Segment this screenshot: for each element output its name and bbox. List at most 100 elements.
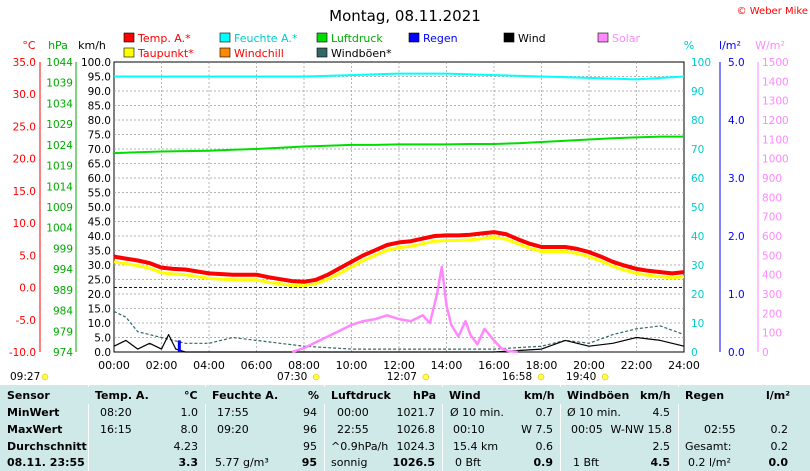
humidity-time: 09:20	[217, 423, 249, 436]
y-tick-label: 800	[762, 192, 782, 204]
y-tick-label: 40.0	[88, 231, 111, 243]
sun-icon	[41, 373, 49, 381]
y-tick-label: 4.0	[728, 115, 745, 127]
pressure-time: 22:55	[337, 423, 369, 436]
sun-icon	[422, 373, 430, 381]
axis-unit-label: °C	[22, 39, 36, 52]
pressure-time: 00:00	[337, 406, 369, 419]
y-tick-label: 1100	[762, 134, 789, 146]
temp-value: 1.0	[180, 406, 199, 419]
chart-grid	[113, 61, 685, 353]
y-tick-label: 200	[762, 308, 782, 320]
header-rain: Regen	[685, 389, 725, 402]
pressure-value: 1026.5	[392, 456, 435, 469]
gust-desc: 00:05	[571, 423, 603, 436]
gust-value: 4.5	[650, 456, 671, 469]
statistics-table: Sensor Temp. A. °C Feuchte A. % Luftdruc…	[0, 385, 810, 471]
sun-markers: 09:27 07:30 12:07 16:58 19:40	[10, 371, 609, 383]
y-tick-label: 3.0	[728, 173, 745, 185]
header-rain-unit: l/m²	[766, 389, 791, 402]
sun-icon	[312, 373, 320, 381]
header-humidity-unit: %	[308, 389, 320, 402]
y-tick-label: 1014	[46, 181, 73, 193]
y-tick-label: 994	[53, 264, 73, 276]
sun-time-label: 12:07	[387, 371, 417, 383]
x-tick-label: 04:00	[193, 359, 225, 372]
rain-value: 0.0	[768, 456, 789, 469]
y-tick-label: 20.0	[88, 289, 111, 301]
temp-value: 3.3	[178, 456, 199, 469]
wind-value: 0.6	[535, 440, 554, 453]
legend-swatch	[316, 47, 328, 58]
series-line-temp-a	[113, 230, 685, 284]
axis-unit-label: hPa	[48, 39, 68, 52]
series-line-taupunkt	[113, 235, 685, 288]
y-tick-label: 15.0	[13, 186, 36, 198]
rain-value: 0.2	[770, 440, 789, 453]
series-line-wind	[113, 334, 685, 353]
temp-value: 8.0	[180, 423, 199, 436]
x-tick-label: 14:00	[431, 359, 463, 372]
y-tick-label: 25.0	[13, 121, 36, 133]
y-tick-label: 999	[53, 243, 73, 255]
y-tick-label: 1200	[762, 115, 789, 127]
stats-row-current: 08.11. 23:55 3.3 5.77 g/m³ 95 sonnig 102…	[0, 454, 810, 471]
axis-unit-label: %	[684, 39, 694, 52]
header-wind: Wind	[449, 389, 481, 402]
legend-swatch	[408, 32, 420, 43]
weather-chart: Montag, 08.11.2021 © Weber Mike Temp. A.…	[9, 6, 808, 383]
series-line-luftdruck	[113, 135, 684, 155]
y-tick-label: 70.0	[88, 144, 111, 156]
temp-time: 08:20	[100, 406, 132, 419]
sun-time-label: 19:40	[566, 371, 596, 383]
series-lines	[113, 72, 685, 354]
legend-label: Wind	[518, 32, 546, 45]
legend-label: Windböen*	[331, 47, 392, 60]
y-tick-label: 35.0	[88, 246, 111, 258]
wind-bft: 0 Bft	[455, 456, 482, 469]
y-tick-label: 50.0	[88, 202, 111, 214]
humidity-value: 94	[303, 406, 317, 419]
y-tick-label: 0.0	[94, 347, 111, 359]
y-axes: 35.0 30.0 25.0 20.0 15.0 10.0 5.0 0.0 -5.0 -10.0 1…	[9, 57, 789, 359]
temp-value: 4.23	[173, 440, 199, 453]
y-tick-label: 400	[762, 270, 782, 282]
y-tick-label: 70	[691, 144, 704, 156]
header-gust: Windböen	[567, 389, 630, 402]
header-humidity: Feuchte A.	[212, 389, 279, 402]
gust-desc: Ø 10 min.	[567, 406, 621, 419]
pressure-value: 1024.3	[396, 440, 436, 453]
y-tick-label: 1000	[762, 154, 789, 166]
y-tick-label: 1024	[46, 140, 73, 152]
y-tick-label: 1400	[762, 76, 789, 88]
x-axis: 00:00 02:00 04:00 06:00 08:00 10:00 12:00 14:00…	[98, 359, 700, 372]
stats-row-max: MaxWert 16:15 8.0 09:20 96 22:55 1026.8 …	[0, 421, 810, 438]
y-tick-label: 1.0	[728, 289, 745, 301]
x-tick-label: 18:00	[526, 359, 558, 372]
wind-distance: 15.4 km	[453, 440, 499, 453]
gust-bft: 1 Bft	[573, 456, 600, 469]
y-tick-label: 50	[691, 202, 704, 214]
x-tick-label: 20:00	[573, 359, 605, 372]
legend-label: Luftdruck	[331, 32, 383, 45]
rain-total-label: Gesamt:	[685, 440, 732, 453]
y-tick-label: 55.0	[88, 188, 111, 200]
legend-label: Taupunkt*	[137, 47, 194, 60]
humidity-value: 95	[303, 440, 317, 453]
y-tick-label: 984	[53, 306, 73, 318]
y-tick-label: 5.0	[19, 250, 36, 262]
y-tick-label: 15.0	[88, 304, 111, 316]
y-tick-label: 60.0	[88, 173, 111, 185]
y-tick-label: 1009	[46, 202, 73, 214]
x-tick-label: 22:00	[621, 359, 653, 372]
header-wind-unit: km/h	[524, 389, 555, 402]
header-temp-unit: °C	[184, 389, 198, 402]
wind-desc: Ø 10 min.	[450, 406, 504, 419]
temp-time: 16:15	[100, 423, 132, 436]
x-tick-label: 02:00	[146, 359, 178, 372]
y-tick-label: -5.0	[16, 315, 37, 327]
y-tick-label: 75.0	[88, 130, 111, 142]
y-tick-label: 1029	[46, 119, 73, 131]
y-tick-label: 90	[691, 86, 704, 98]
axis-unit-label: l/m²	[719, 39, 741, 52]
